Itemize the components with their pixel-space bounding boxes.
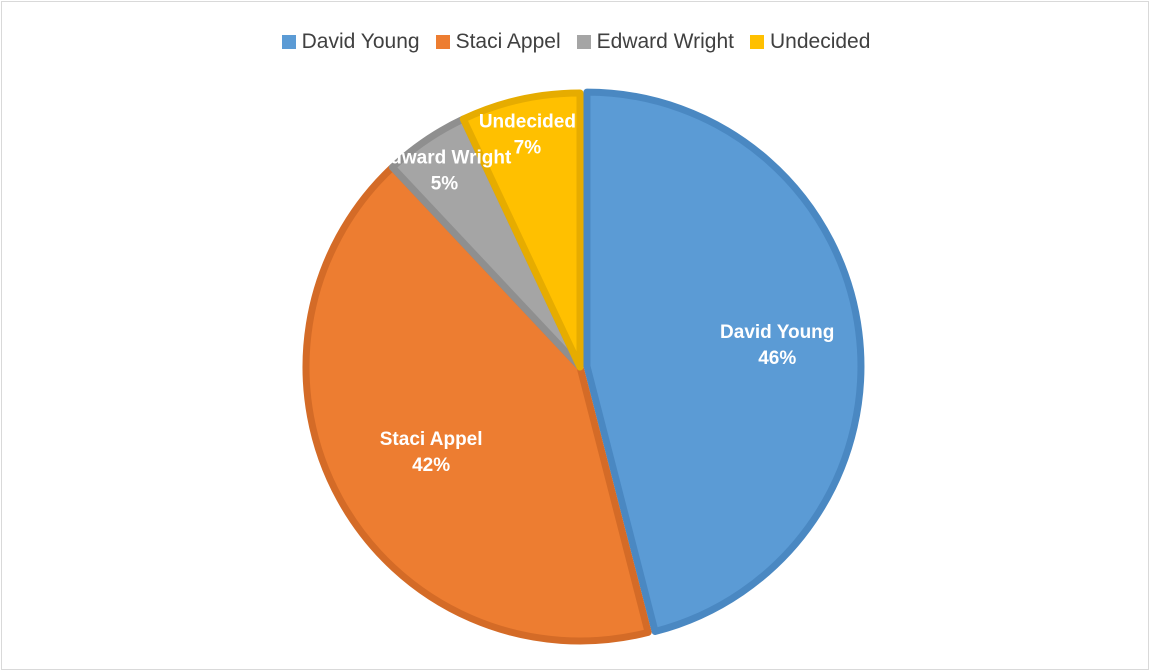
legend-swatch-david-young (281, 35, 296, 49)
data-label-percent-staci-appel: 42% (412, 455, 450, 476)
legend-swatch-staci-appel (435, 35, 450, 49)
pie-slice-undecided (459, 89, 584, 371)
legend-label-david-young: David Young (301, 30, 420, 53)
legend-swatch-undecided (749, 35, 764, 49)
legend-swatch-edward-wright (576, 35, 591, 49)
pie-slice-david-young (583, 88, 865, 636)
pie-slice-staci-appel (302, 163, 652, 645)
legend-item-undecided: Undecided (749, 30, 871, 54)
legend-label-edward-wright: Edward Wright (596, 30, 734, 53)
data-label-name-staci-appel: Staci Appel (380, 429, 483, 450)
data-label-percent-undecided: 7% (514, 138, 542, 159)
legend-item-staci-appel: Staci Appel (435, 30, 561, 54)
legend-label-undecided: Undecided (769, 30, 871, 53)
data-label-name-edward-wright: Edward Wright (378, 148, 512, 169)
data-label-percent-edward-wright: 5% (431, 174, 459, 195)
legend-item-david-young: David Young (281, 30, 420, 54)
legend-label-staci-appel: Staci Appel (455, 30, 561, 53)
data-label-percent-david-young: 46% (758, 348, 796, 369)
data-label-name-undecided: Undecided (479, 112, 576, 133)
data-label-name-david-young: David Young (720, 322, 834, 343)
legend: David Young Staci Appel Edward Wright Un… (2, 30, 1150, 54)
legend-item-edward-wright: Edward Wright (576, 30, 734, 54)
